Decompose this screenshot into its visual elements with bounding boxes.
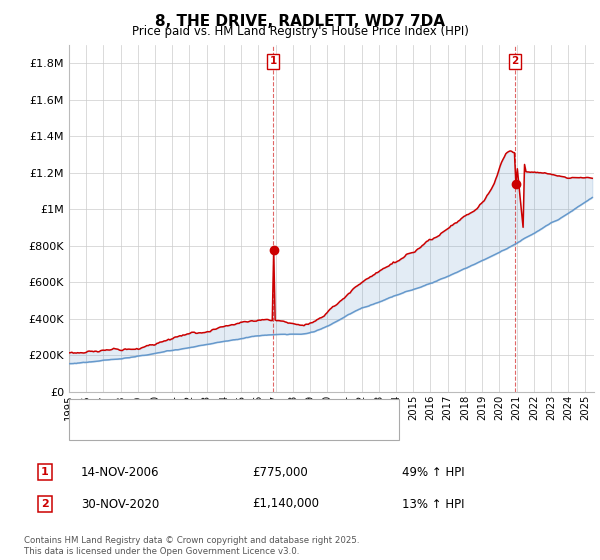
Text: 2: 2 — [512, 57, 519, 67]
Text: 8, THE DRIVE, RADLETT, WD7 7DA (detached house): 8, THE DRIVE, RADLETT, WD7 7DA (detached… — [108, 405, 381, 416]
Text: 30-NOV-2020: 30-NOV-2020 — [81, 497, 159, 511]
Text: £1,140,000: £1,140,000 — [252, 497, 319, 511]
Text: 1: 1 — [41, 467, 49, 477]
Text: 14-NOV-2006: 14-NOV-2006 — [81, 465, 160, 479]
Text: 13% ↑ HPI: 13% ↑ HPI — [402, 497, 464, 511]
Text: £775,000: £775,000 — [252, 465, 308, 479]
Text: 8, THE DRIVE, RADLETT, WD7 7DA: 8, THE DRIVE, RADLETT, WD7 7DA — [155, 14, 445, 29]
Text: ——: —— — [75, 422, 90, 435]
Text: 2: 2 — [41, 499, 49, 509]
Text: HPI: Average price, detached house, Hertsmere: HPI: Average price, detached house, Hert… — [108, 423, 356, 433]
Text: 49% ↑ HPI: 49% ↑ HPI — [402, 465, 464, 479]
Text: Price paid vs. HM Land Registry's House Price Index (HPI): Price paid vs. HM Land Registry's House … — [131, 25, 469, 38]
Text: 1: 1 — [269, 57, 277, 67]
Text: ——: —— — [75, 404, 90, 417]
Text: Contains HM Land Registry data © Crown copyright and database right 2025.
This d: Contains HM Land Registry data © Crown c… — [24, 536, 359, 556]
